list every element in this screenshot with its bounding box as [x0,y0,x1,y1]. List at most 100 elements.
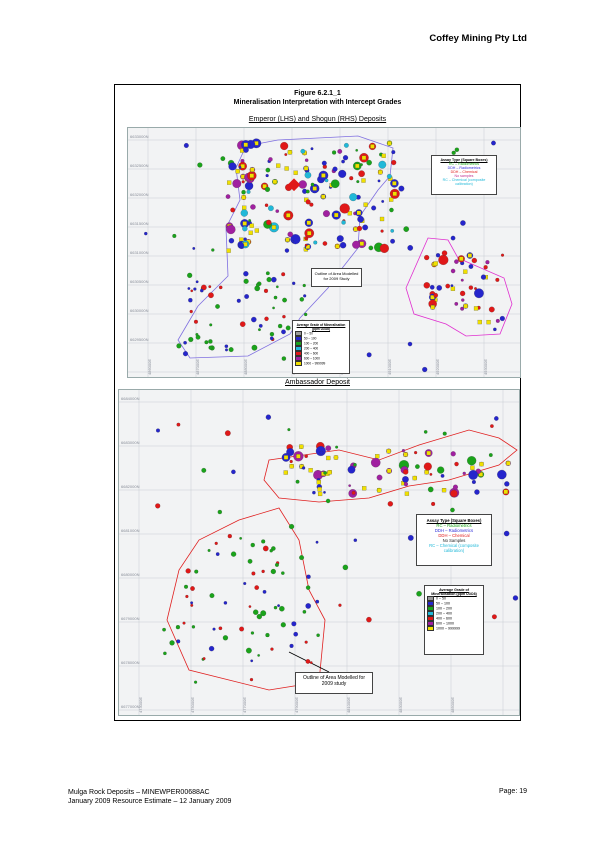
map2-drillhole-marker [423,462,432,471]
map2-grade-swatch [427,626,434,631]
map2-drillhole-marker [191,625,196,629]
map1-drillhole-marker [268,157,273,162]
map2-drillhole-marker [163,651,167,656]
map1-drillhole-marker [424,255,430,261]
map2-drillhole-marker [185,594,189,599]
map1-northing-label: 6630000N [130,308,149,313]
map1-drillhole-marker [330,179,340,189]
map2-drillhole-marker [155,503,161,509]
map1-grade-swatch [295,331,302,336]
map2-drillhole-marker [274,562,279,567]
map1-drillhole-marker [230,207,236,213]
map1-assay-square [248,230,253,235]
map2-northing-label: 6678000N [121,660,140,665]
map1-drillhole-marker [341,159,345,164]
map1-drillhole-marker [371,205,377,211]
map1-drillhole-marker [468,285,474,290]
map1-drillhole-marker [303,294,307,298]
map2-grade-swatch [427,601,434,606]
map2-drillhole-marker [176,639,181,644]
map2-assay-square [326,455,331,461]
map2-drillhole-marker [335,445,339,449]
map1-drillhole-marker [349,176,354,181]
map1-drillhole-marker [228,238,235,244]
map2-drillhole-marker [257,654,260,657]
map1-drillhole-marker [450,235,456,241]
map1-drillhole-marker [246,189,251,194]
map2-drillhole-marker [353,463,357,467]
map2-drillhole-marker [254,585,259,590]
map1-assay-item: RC – Chemical (composite calibration) [442,178,486,186]
map1-drillhole-marker [341,220,346,225]
map2-outline-callout: Outline of Area Modelled for 2009 study [295,672,373,694]
map1-assay-square [262,184,267,189]
map1-drillhole-marker [182,351,189,357]
map1-drillhole-marker [389,207,394,213]
map1-drillhole-marker [332,150,337,155]
map1-drillhole-marker [208,292,214,299]
map1-assay-square [243,142,248,147]
map1-assay-square [242,205,247,210]
map2-grade-legend: Average Grade of Mineralisation (ppm U3O… [424,585,484,655]
map1-drillhole-marker [264,186,271,192]
map1-drillhole-marker [422,366,428,373]
map1-drillhole-marker [450,268,456,274]
map1-grade-label: 200 – 400 [304,346,319,351]
map2-northing-label: 6682000N [121,484,140,489]
map1-northing-label: 6630500N [130,279,149,284]
map2-drillhole-marker [169,640,175,646]
map1-drillhole-marker [232,179,242,189]
map2-drillhole-marker [291,621,297,627]
map1-grade-item: 600 – 1000 [295,356,347,361]
map1-drillhole-marker [282,297,287,303]
map1-drillhole-marker [287,231,293,238]
map2-drillhole-marker [353,538,358,542]
map2-grade-item: 600 – 1000 [427,621,481,626]
map1-assay-square [305,244,310,249]
footer-report-date: January 2009 Resource Estimate – 12 Janu… [68,798,232,805]
map2-assay-square [441,488,447,493]
map1-drillhole-marker [265,271,270,276]
map1-drillhole-marker [499,315,505,322]
map1-drillhole-marker [224,344,229,349]
map1-drillhole-marker [240,209,248,217]
map2-drillhole-marker [323,491,326,494]
map2-drillhole-marker [305,585,311,590]
map2-drillhole-marker [207,548,211,552]
map1-drillhole-marker [339,203,350,214]
map1-assay-square [226,248,231,253]
map1-assay-square [430,305,435,310]
map1-drillhole-marker [445,283,451,289]
map1-assay-square [378,169,383,175]
map2-drillhole-marker [185,568,191,574]
map2-grade-label: 100 – 200 [436,606,452,611]
map1-assay-item: DDH – Chemical [450,170,478,174]
map2-drillhole-marker [302,466,306,470]
map2-drillhole-marker [281,571,285,575]
map1-drillhole-marker [255,283,260,287]
map1-drillhole-marker [381,200,385,203]
map1-drillhole-marker [460,278,464,282]
map1-assay-square [433,261,438,266]
map2-drillhole-marker [429,473,433,476]
map1-assay-square [249,223,254,228]
map1-grade-label: 0 – 50 [304,331,313,336]
map1-drillhole-marker [300,148,306,154]
map1-drillhole-marker [243,147,249,153]
map1-assay-square [249,173,254,178]
map1-assay-square [450,286,456,291]
map1-easting-label: 493000E [483,359,488,375]
map1-drillhole-marker [433,293,439,298]
map2-easting-label: 485000E [450,697,455,713]
map2-drillhole-marker [265,414,271,420]
map1-easting-label: 491000E [387,359,392,375]
map1-assay-item: No samples [454,174,474,178]
map2-grade-swatch [427,611,434,616]
map1-easting-label: 487000E [195,359,200,375]
map1-drillhole-marker [356,225,363,232]
map2-assay-square [289,464,294,469]
map2-drillhole-marker [474,489,480,495]
map1-drillhole-marker [265,167,271,173]
map2-drillhole-marker [218,626,223,631]
map1-drillhole-marker [273,295,278,300]
